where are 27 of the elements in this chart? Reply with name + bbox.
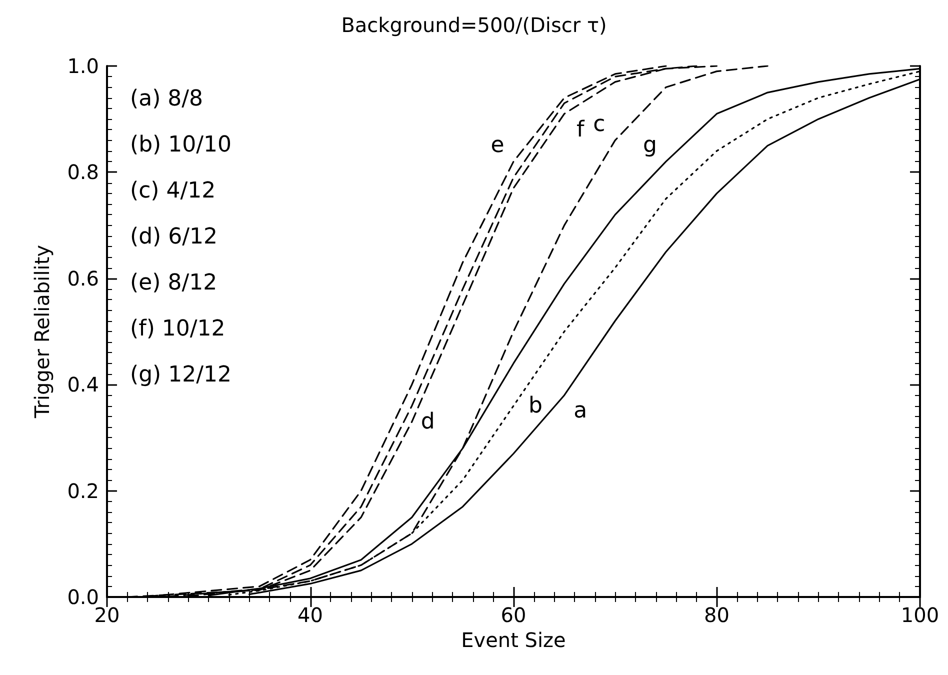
annotation: (b) 10/10 [130, 132, 232, 158]
annotation: (e) 8/12 [130, 270, 218, 296]
annotation: c [593, 112, 606, 137]
annotation: (f) 10/12 [130, 316, 226, 342]
y-tick-label: 0.6 [67, 266, 99, 290]
annotation: (c) 4/12 [130, 178, 216, 204]
x-tick-label: 20 [94, 603, 120, 627]
x-tick-label: 60 [500, 603, 526, 627]
x-tick-label: 80 [704, 603, 730, 627]
x-tick-label: 40 [298, 603, 323, 627]
chart-title: Background=500/(Discr τ) [341, 13, 607, 37]
annotation: g [642, 133, 657, 158]
x-axis-title: Event Size [461, 628, 566, 652]
annotation: (d) 6/12 [130, 224, 218, 250]
x-tick-label: 100 [900, 603, 940, 627]
y-tick-label: 0.8 [67, 160, 99, 184]
annotation: e [490, 133, 504, 158]
annotation: (a) 8/8 [130, 86, 204, 112]
annotation: f [576, 117, 586, 142]
y-tick-label: 1.0 [67, 54, 99, 78]
annotation: d [420, 409, 435, 434]
y-tick-label: 0.4 [67, 372, 99, 397]
annotation: b [528, 393, 542, 418]
y-tick-label: 0.2 [67, 478, 99, 503]
y-axis-title: Trigger Reliability [30, 244, 54, 420]
annotation: a [574, 398, 588, 424]
annotation: (g) 12/12 [130, 362, 232, 388]
